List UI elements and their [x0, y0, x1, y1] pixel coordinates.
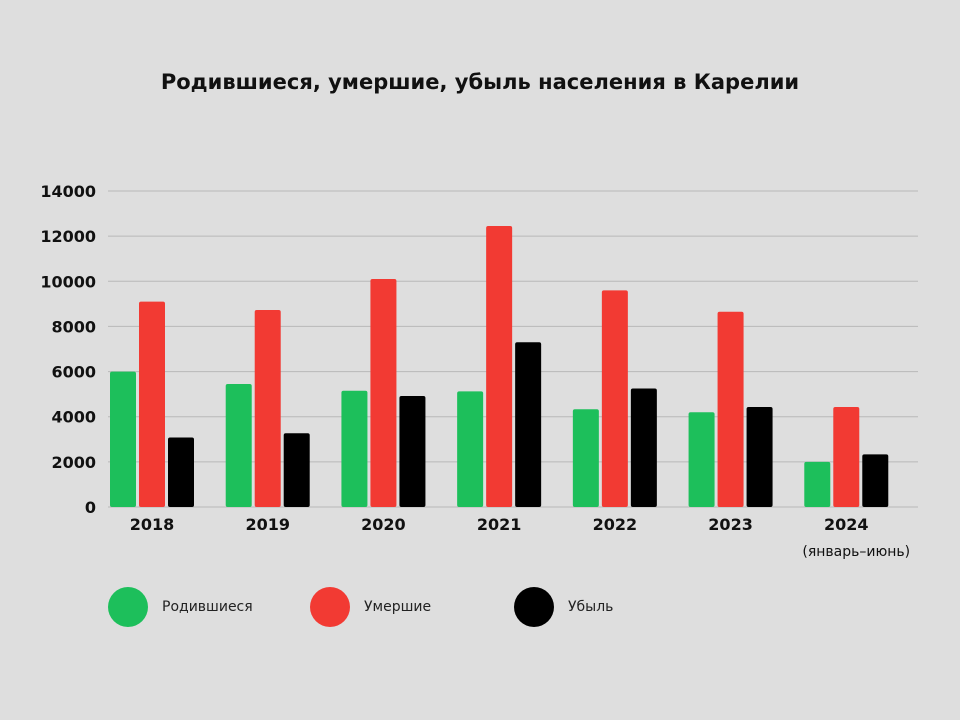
legend-swatch-deaths — [310, 587, 350, 627]
bar — [572, 409, 599, 507]
bar — [168, 437, 194, 507]
x-tick-label: 2018 — [130, 515, 175, 534]
bar — [341, 390, 368, 507]
x-tick-label: 2021 — [477, 515, 522, 534]
bar — [225, 383, 252, 507]
bar — [717, 311, 744, 507]
bar — [515, 342, 542, 507]
bar-chart: 0 2000 4000 6000 8000 10000 12000 14000 2018 2019… — [40, 182, 918, 560]
bar — [804, 461, 831, 507]
bar — [283, 433, 310, 507]
legend-label-deaths: Умершие — [364, 599, 432, 615]
chart-title: Родившиеся, умершие, убыль населения в К… — [160, 70, 800, 94]
legend: Родившиеся Умершие Убыль — [0, 585, 960, 629]
bar — [110, 371, 136, 507]
y-tick-label: 12000 — [40, 227, 96, 246]
legend-item-births: Родившиеся — [108, 585, 253, 629]
bar — [399, 395, 426, 507]
bar — [688, 412, 715, 507]
y-tick-label: 10000 — [40, 272, 96, 291]
bar — [139, 301, 165, 507]
y-tick-label: 8000 — [51, 317, 96, 336]
bar — [862, 454, 889, 507]
y-tick-label: 2000 — [51, 453, 96, 472]
bar — [254, 309, 281, 507]
legend-swatch-decline — [514, 587, 554, 627]
x-tick-label: 2019 — [245, 515, 290, 534]
bar — [486, 225, 513, 507]
x-tick-sublabel: (январь–июнь) — [802, 544, 910, 560]
bar — [601, 290, 628, 507]
bar — [833, 407, 860, 507]
bar — [630, 388, 657, 507]
x-tick-label: 2022 — [593, 515, 638, 534]
y-tick-label: 14000 — [40, 182, 96, 201]
x-tick-label: 2023 — [708, 515, 753, 534]
bar — [457, 391, 484, 507]
legend-label-births: Родившиеся — [162, 599, 253, 615]
x-tick-label: 2020 — [361, 515, 406, 534]
y-tick-label: 6000 — [51, 363, 96, 382]
bar — [746, 407, 773, 507]
bar — [370, 279, 397, 507]
x-tick-label: 2024 — [824, 515, 869, 534]
legend-swatch-births — [108, 587, 148, 627]
legend-label-decline: Убыль — [568, 599, 614, 615]
legend-item-decline: Убыль — [514, 585, 613, 629]
legend-item-deaths: Умершие — [310, 585, 431, 629]
y-tick-label: 0 — [85, 498, 96, 517]
y-tick-label: 4000 — [51, 408, 96, 427]
